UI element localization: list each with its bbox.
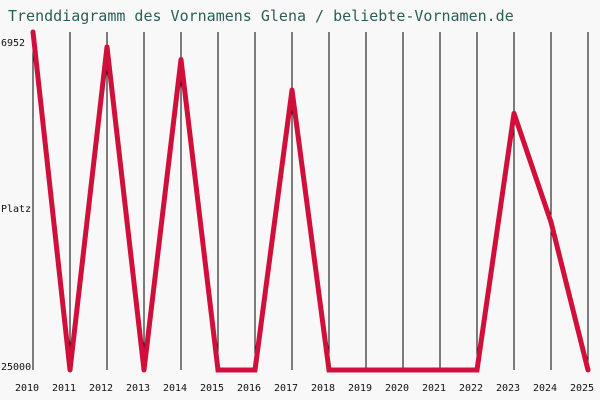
x-tick-label: 2017 [274, 383, 298, 394]
data-point-2017 [289, 87, 295, 93]
data-point-2019 [363, 367, 369, 373]
x-tick-label: 2013 [126, 383, 150, 394]
data-point-2013 [141, 367, 147, 373]
data-point-2022 [474, 367, 480, 373]
x-tick-label: 2023 [496, 383, 520, 394]
y-tick-label-bottom: 25000 [1, 362, 31, 373]
x-tick-label: 2021 [422, 383, 446, 394]
x-tick-label: 2025 [570, 383, 594, 394]
data-point-2021 [437, 367, 443, 373]
x-tick-label: 2020 [385, 383, 409, 394]
data-point-2014 [178, 56, 184, 62]
x-tick-label: 2014 [163, 383, 187, 394]
data-point-2024 [548, 219, 554, 225]
x-tick-label: 2010 [15, 383, 39, 394]
data-point-2010 [30, 29, 36, 35]
data-point-2015 [215, 367, 221, 373]
data-point-2018 [326, 367, 332, 373]
x-tick-label: 2019 [348, 383, 372, 394]
x-tick-label: 2024 [533, 383, 557, 394]
data-point-2020 [400, 367, 406, 373]
x-tick-label: 2011 [52, 383, 76, 394]
chart-title: Trenddiagramm des Vornamens Glena / beli… [8, 7, 514, 25]
y-axis-label: Platz [1, 204, 31, 215]
x-tick-label: 2018 [311, 383, 335, 394]
data-point-2012 [104, 44, 110, 50]
y-tick-label-top: 6952 [1, 38, 25, 49]
x-tick-label: 2022 [459, 383, 483, 394]
data-point-2025 [585, 367, 591, 373]
data-point-2016 [252, 367, 258, 373]
data-point-2023 [511, 110, 517, 116]
series-line [30, 31, 591, 373]
x-tick-label: 2016 [237, 383, 261, 394]
x-tick-label: 2012 [89, 383, 113, 394]
data-point-2011 [67, 367, 73, 373]
x-tick-label: 2015 [200, 383, 224, 394]
